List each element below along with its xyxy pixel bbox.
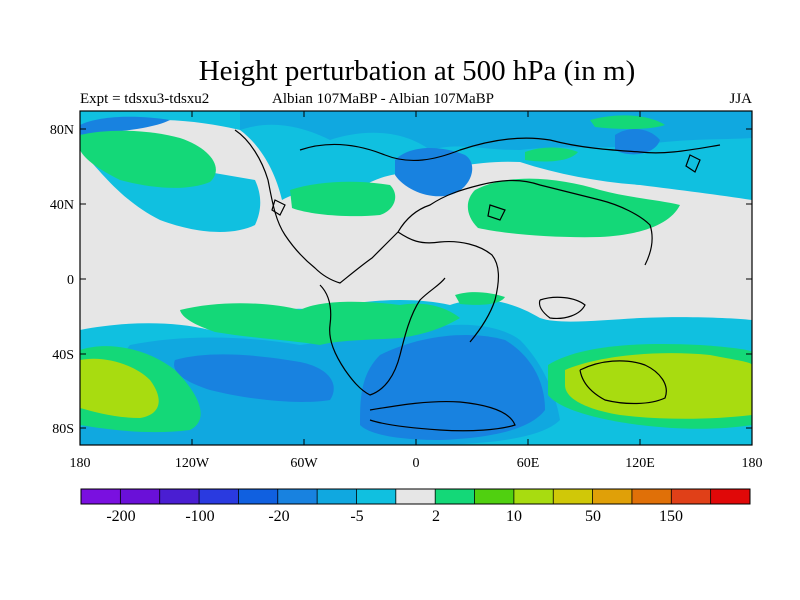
contour-nh-green-central xyxy=(290,181,396,217)
colorbar-label: -5 xyxy=(350,508,363,525)
colorbar-label: -100 xyxy=(185,508,214,525)
contour-nh-green-east xyxy=(467,178,680,238)
colorbar-cell xyxy=(81,489,121,504)
colorbar-cell xyxy=(592,489,633,504)
coastline-south-america xyxy=(319,277,446,396)
lon-tick-label: 180 xyxy=(70,456,91,471)
contour-sh-yellowgreen-west xyxy=(80,358,159,418)
map-field xyxy=(80,111,752,445)
colorbar-label: -200 xyxy=(106,508,135,525)
plot-title: Height perturbation at 500 hPa (in m) xyxy=(198,55,636,87)
contour-nh-green-arctic xyxy=(525,147,578,162)
colorbar-cell xyxy=(317,489,357,504)
lon-tick-label: 0 xyxy=(413,456,420,471)
colorbar-label: 50 xyxy=(585,508,601,525)
lon-tick-label: 60E xyxy=(517,456,540,471)
colorbar-cell xyxy=(395,489,436,504)
coastline-australia xyxy=(579,360,667,405)
period-label: Albian 107MaBP - Albian 107MaBP xyxy=(272,91,494,107)
colorbar-cell xyxy=(277,489,318,504)
coastline-antarctica xyxy=(369,400,516,432)
coastline-eurasia xyxy=(397,179,653,266)
colorbar-cell xyxy=(710,489,751,504)
colorbar-cell xyxy=(513,489,554,504)
coastline-africa xyxy=(397,231,499,343)
coastline-india xyxy=(538,296,586,320)
colorbar-cell xyxy=(120,489,160,504)
contour-nh-dark-blue-3 xyxy=(80,116,170,135)
colorbar-label: 2 xyxy=(432,508,440,525)
contour-sh-yellowgreen-east xyxy=(565,353,752,419)
colorbar xyxy=(81,489,751,504)
colorbar-cell xyxy=(159,489,200,504)
lon-tick-label: 60W xyxy=(290,456,318,471)
coastline-small-3 xyxy=(685,154,701,173)
colorbar-cell xyxy=(474,489,515,504)
colorbar-label: 150 xyxy=(659,508,683,525)
colorbar-label: -20 xyxy=(268,508,289,525)
lon-tick-labels: 180 120W 60W 0 60E 120E 180 xyxy=(70,456,763,471)
contour-nh-green-atlantic-south xyxy=(455,292,505,305)
lon-ticks xyxy=(191,111,641,445)
colorbar-cell xyxy=(553,489,593,504)
contour-sh-dark-blue-west xyxy=(174,354,334,402)
colorbar-frame xyxy=(80,488,751,505)
contour-sh-dark-blue-east xyxy=(360,335,545,440)
lat-tick-label: 80N xyxy=(50,123,74,138)
colorbar-cell xyxy=(671,489,711,504)
lat-ticks xyxy=(80,128,752,429)
colorbar-cell xyxy=(238,489,279,504)
lat-tick-label: 0 xyxy=(67,273,74,288)
lon-tick-label: 120W xyxy=(175,456,210,471)
contour-nh-green-pacific xyxy=(590,115,665,130)
experiment-label: Expt = tdsxu3-tdsxu2 xyxy=(80,91,210,107)
coastline-small-1 xyxy=(271,199,286,216)
colorbar-cell xyxy=(199,489,239,504)
contour-nh-dark-blue-2 xyxy=(615,128,660,155)
colorbar-cell xyxy=(356,489,397,504)
lat-tick-labels: 80N 40N 0 40S 80S xyxy=(50,123,74,437)
lat-tick-label: 80S xyxy=(52,422,74,437)
contour-sh-green-south-america xyxy=(180,301,460,345)
season-label: JJA xyxy=(729,91,752,107)
lat-tick-label: 40N xyxy=(50,198,74,213)
colorbar-cell xyxy=(631,489,672,504)
colorbar-labels: -200 -100 -20 -5 2 10 50 150 xyxy=(106,508,683,525)
contour-nh-green-west xyxy=(80,130,216,188)
lon-tick-label: 180 xyxy=(742,456,763,471)
colorbar-cell xyxy=(435,489,475,504)
lon-tick-label: 120E xyxy=(625,456,655,471)
coastline-small-2 xyxy=(487,204,506,221)
coastlines xyxy=(234,129,721,432)
colorbar-label: 10 xyxy=(506,508,522,525)
coastline-north-america xyxy=(234,129,399,284)
lat-tick-label: 40S xyxy=(52,348,74,363)
coastline-arctic xyxy=(299,137,721,161)
